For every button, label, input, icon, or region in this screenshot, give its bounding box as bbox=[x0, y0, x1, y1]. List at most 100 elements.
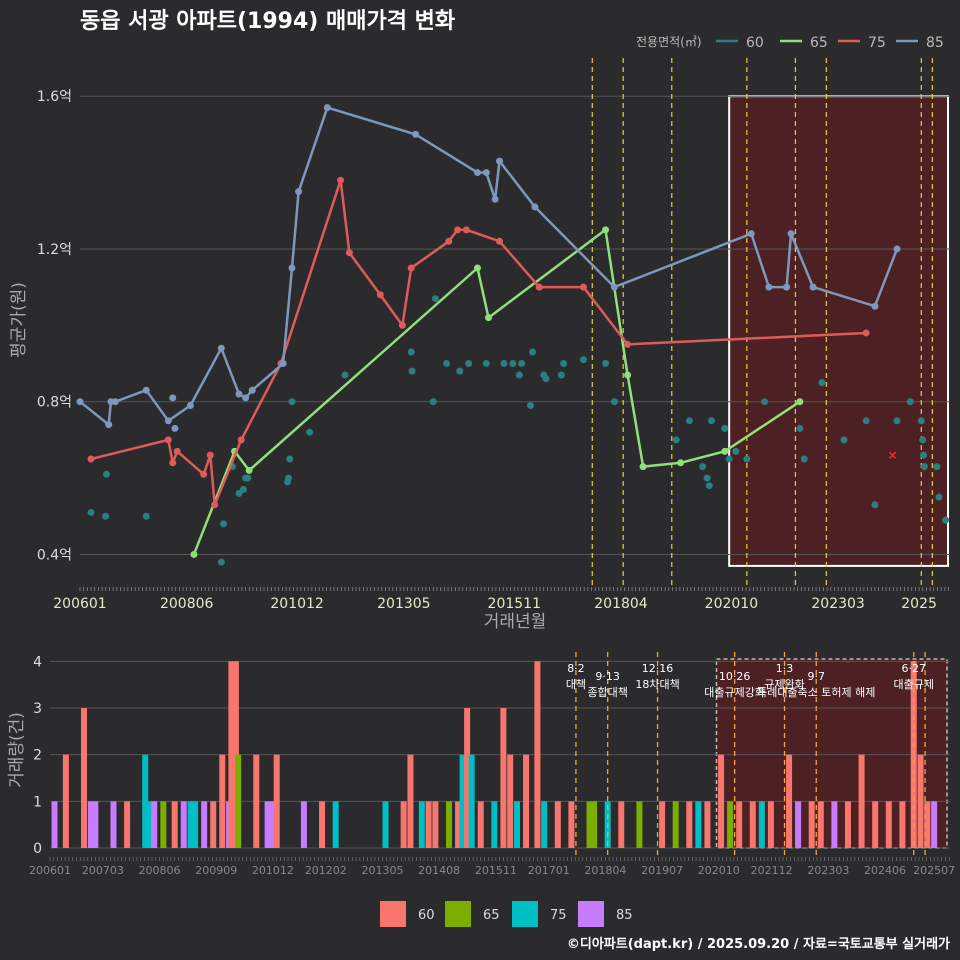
data-point-60 bbox=[725, 455, 733, 463]
policy-text: 대책 bbox=[566, 678, 586, 691]
volume-bar-60 bbox=[924, 801, 931, 848]
data-point-60 bbox=[800, 455, 808, 463]
data-point-85 bbox=[295, 188, 303, 196]
data-point-85 bbox=[496, 157, 504, 165]
volume-x-tick: 202507 bbox=[913, 864, 955, 877]
data-point-85 bbox=[248, 386, 256, 394]
data-point-60 bbox=[685, 417, 693, 425]
data-point-60 bbox=[87, 508, 95, 516]
volume-bar-75 bbox=[187, 801, 194, 848]
volume-x-tick: 202303 bbox=[807, 864, 849, 877]
volume-y-axis-label: 거래량(건) bbox=[7, 712, 27, 788]
data-point-75 bbox=[173, 447, 181, 455]
data-point-75 bbox=[200, 470, 208, 478]
volume-bar-85 bbox=[51, 801, 58, 848]
data-point-85 bbox=[809, 283, 817, 291]
legend-label-65: 65 bbox=[810, 35, 828, 51]
data-point-65 bbox=[796, 398, 804, 406]
data-point-85 bbox=[747, 230, 755, 238]
volume-bar-60 bbox=[718, 754, 725, 848]
volume-x-tick: 202406 bbox=[864, 864, 906, 877]
volume-x-tick: 201804 bbox=[584, 864, 626, 877]
policy-text: 18차대책 bbox=[635, 678, 679, 691]
data-point-85 bbox=[288, 264, 296, 272]
volume-bar-75 bbox=[541, 801, 548, 848]
data-point-75 bbox=[87, 455, 95, 463]
volume-bar-60 bbox=[844, 801, 851, 848]
volume-bar-85 bbox=[151, 801, 158, 848]
volume-bar-65 bbox=[586, 801, 593, 848]
data-point-60 bbox=[818, 379, 826, 387]
data-point-60 bbox=[732, 447, 740, 455]
data-point-60 bbox=[919, 436, 927, 444]
volume-bar-65 bbox=[445, 801, 452, 848]
volume-legend-label-60: 60 bbox=[418, 908, 435, 923]
volume-x-tick: 201305 bbox=[361, 864, 403, 877]
chart-title: 동읍 서광 아파트(1994) 매매가격 변화 bbox=[80, 9, 455, 34]
policy-text: 종합대책 bbox=[587, 686, 627, 699]
data-point-85 bbox=[473, 169, 481, 177]
data-point-75 bbox=[211, 501, 219, 509]
volume-bar-75 bbox=[146, 801, 153, 848]
data-point-60 bbox=[862, 417, 870, 425]
data-point-65 bbox=[485, 314, 493, 322]
volume-bar-60 bbox=[500, 708, 507, 848]
data-point-60 bbox=[286, 455, 294, 463]
volume-bar-60 bbox=[219, 754, 226, 848]
volume-bar-75 bbox=[382, 801, 389, 848]
volume-bar-60 bbox=[124, 801, 131, 848]
volume-y-tick: 2 bbox=[33, 748, 42, 764]
volume-bar-65 bbox=[672, 801, 679, 848]
data-point-60 bbox=[935, 493, 943, 501]
data-point-85 bbox=[531, 203, 539, 211]
volume-x-tick: 201012 bbox=[252, 864, 294, 877]
volume-bar-85 bbox=[180, 801, 187, 848]
volume-bar-60 bbox=[899, 801, 906, 848]
x-tick-label: 201804 bbox=[594, 596, 648, 612]
data-point-60 bbox=[893, 417, 901, 425]
data-point-60 bbox=[840, 436, 848, 444]
volume-bar-85 bbox=[300, 801, 307, 848]
x-axis-label: 거래년월 bbox=[484, 612, 547, 632]
x-marker bbox=[889, 451, 897, 459]
series-line-75 bbox=[90, 178, 867, 507]
data-point-75 bbox=[445, 237, 453, 245]
data-point-75 bbox=[376, 291, 384, 299]
volume-bar-85 bbox=[931, 801, 938, 848]
volume-x-tick: 201511 bbox=[475, 864, 517, 877]
legend-label-75: 75 bbox=[868, 35, 886, 51]
volume-bar-60 bbox=[425, 801, 432, 848]
policy-date: 1·3 bbox=[776, 662, 794, 675]
volume-x-tick: 202010 bbox=[698, 864, 740, 877]
y-tick-label: 0.8억 bbox=[37, 395, 72, 411]
x-tick-label: 201511 bbox=[488, 596, 541, 612]
volume-bar-75 bbox=[192, 801, 199, 848]
volume-y-tick: 4 bbox=[33, 654, 42, 670]
volume-x-tick: 200909 bbox=[195, 864, 237, 877]
volume-x-tick: 201701 bbox=[528, 864, 570, 877]
volume-bar-60 bbox=[523, 754, 530, 848]
data-point-60 bbox=[743, 455, 751, 463]
volume-bar-60 bbox=[407, 754, 414, 848]
data-point-60 bbox=[217, 558, 225, 566]
volume-bar-85 bbox=[201, 801, 208, 848]
volume-bar-60 bbox=[171, 801, 178, 848]
volume-x-tick: 200601 bbox=[29, 864, 71, 877]
highlight-box bbox=[728, 95, 949, 567]
volume-bar-65 bbox=[591, 801, 598, 848]
data-point-75 bbox=[462, 226, 470, 234]
data-point-75 bbox=[535, 283, 543, 291]
volume-bar-60 bbox=[917, 754, 924, 848]
data-point-60 bbox=[482, 360, 490, 368]
data-point-75 bbox=[454, 226, 462, 234]
data-point-65 bbox=[190, 550, 198, 558]
data-point-75 bbox=[862, 329, 870, 337]
data-point-85 bbox=[491, 195, 499, 203]
data-point-60 bbox=[933, 463, 941, 471]
data-point-60 bbox=[906, 398, 914, 406]
data-point-60 bbox=[796, 424, 804, 432]
x-tick-label: 200601 bbox=[53, 596, 106, 612]
data-point-65 bbox=[602, 226, 610, 234]
volume-bar-60 bbox=[228, 661, 235, 848]
